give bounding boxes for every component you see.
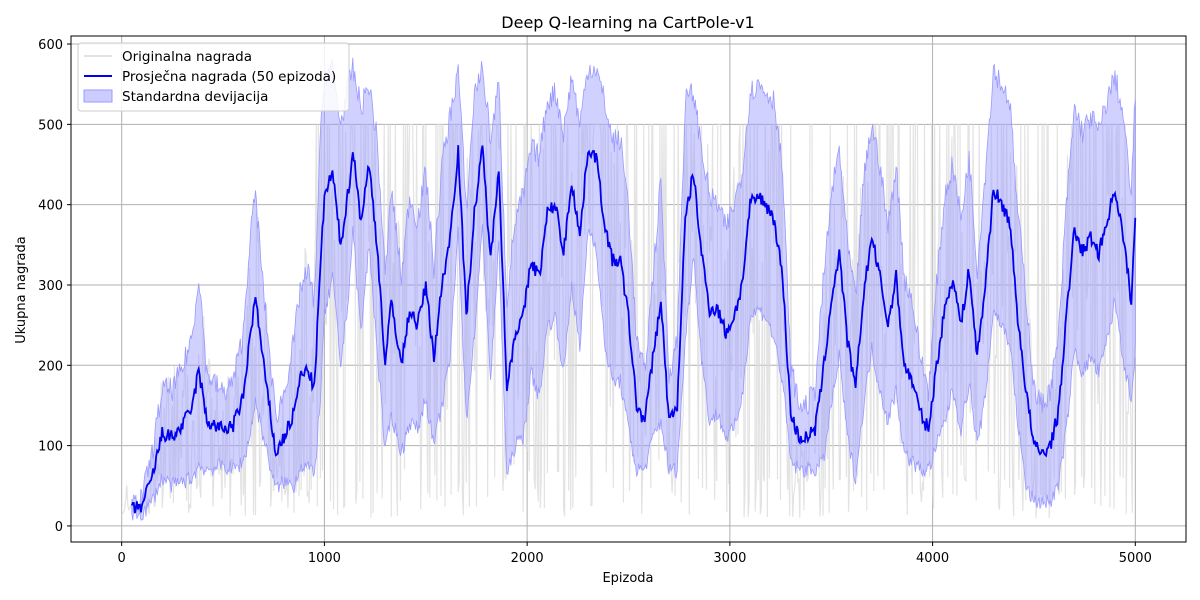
x-tick-label: 3000 (713, 551, 746, 566)
legend-item-devijacija-swatch (83, 89, 113, 103)
x-axis-label: Epizoda (602, 571, 653, 586)
legend-box (77, 42, 350, 112)
y-tick-label: 100 (38, 440, 63, 455)
x-tick-label: 0 (118, 551, 126, 566)
series-standardna-devijacija (131, 57, 1136, 521)
legend-item-originalna-label: Originalna nagrada (122, 49, 252, 65)
y-tick-label: 200 (38, 359, 63, 374)
series-prosjecna-nagrada (130, 145, 1137, 514)
y-tick-label: 400 (38, 199, 63, 214)
x-tick-label: 5000 (1119, 551, 1152, 566)
y-tick-label: 600 (38, 38, 63, 53)
y-tick-label: 300 (38, 279, 63, 294)
legend-item-prosjecna-label: Prosječna nagrada (50 epizoda) (122, 69, 336, 85)
y-axis-label: Ukupna nagrada (14, 236, 29, 343)
x-tick-label: 2000 (511, 551, 544, 566)
x-tick-label: 4000 (916, 551, 949, 566)
legend: Originalna nagrada Prosječna nagrada (50 … (77, 42, 350, 112)
legend-item-devijacija-label: Standardna devijacija (122, 89, 268, 105)
chart-title: Deep Q-learning na CartPole-v1 (501, 13, 754, 32)
x-tick-label: 1000 (308, 551, 341, 566)
y-tick-label: 500 (38, 118, 63, 133)
plot-area: 0 1000 2000 3000 4000 5000 0 100 200 300 400 500 600 (38, 35, 1187, 566)
axes-frame (70, 35, 1187, 543)
y-tick-label: 0 (55, 520, 63, 535)
